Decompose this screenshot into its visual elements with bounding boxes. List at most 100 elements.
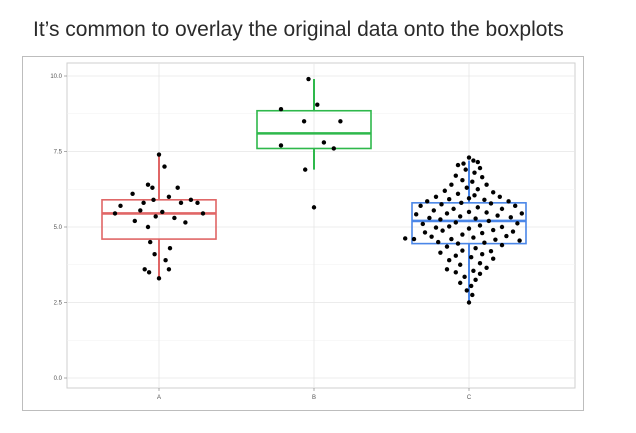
y-tick-label: 2.5: [54, 301, 63, 307]
data-point: [477, 165, 483, 171]
grid-lines: [67, 63, 575, 388]
data-points: [112, 76, 524, 305]
data-point: [425, 199, 430, 204]
data-point: [188, 197, 194, 203]
data-point: [431, 208, 436, 213]
data-point: [462, 274, 467, 280]
data-point: [486, 218, 491, 224]
data-point: [439, 202, 444, 207]
data-point: [429, 234, 434, 239]
data-point: [475, 205, 480, 210]
data-point: [473, 277, 478, 283]
data-point: [444, 211, 450, 216]
data-point: [513, 203, 518, 209]
data-point: [495, 213, 500, 218]
data-point: [510, 229, 516, 234]
plot-panel: [66, 62, 576, 389]
data-point: [172, 215, 177, 221]
y-axis-ticks: 0.0 2.5 5.0 7.5 10.0: [50, 74, 67, 382]
data-point: [477, 261, 483, 266]
x-tick-label: C: [467, 395, 472, 401]
data-point: [482, 197, 487, 203]
data-point: [449, 182, 454, 187]
data-point: [301, 119, 307, 124]
data-point: [484, 182, 489, 187]
data-point: [470, 179, 475, 184]
data-point: [480, 174, 485, 180]
y-tick-label: 10.0: [50, 74, 62, 80]
data-point: [464, 288, 469, 293]
data-point: [482, 240, 487, 245]
data-point: [112, 211, 118, 216]
data-point: [138, 208, 143, 213]
data-point: [506, 199, 511, 204]
data-point: [321, 140, 327, 145]
data-point: [455, 241, 461, 246]
data-point: [453, 173, 458, 178]
data-point: [477, 223, 483, 228]
data-point: [458, 262, 463, 267]
data-point: [455, 191, 461, 196]
data-point: [447, 258, 452, 263]
x-axis-ticks: A B C: [157, 388, 472, 401]
data-point: [160, 209, 165, 215]
data-point: [451, 206, 456, 212]
y-tick-label: 5.0: [54, 225, 63, 231]
data-point: [491, 256, 496, 261]
data-point: [484, 210, 489, 215]
data-point: [162, 164, 167, 169]
data-point: [132, 218, 137, 224]
data-point: [471, 268, 476, 273]
data-point: [403, 236, 408, 241]
data-point: [142, 267, 147, 272]
y-tick-label: 0.0: [54, 376, 63, 382]
data-point: [447, 197, 452, 202]
data-point: [515, 221, 520, 226]
data-point: [141, 200, 146, 206]
data-point: [178, 200, 184, 206]
data-point: [491, 227, 496, 233]
box-c: [411, 160, 527, 303]
data-point: [130, 191, 135, 196]
data-point: [278, 143, 284, 148]
x-tick-label: B: [312, 395, 316, 401]
data-point: [499, 206, 505, 212]
data-point: [480, 251, 485, 257]
data-point: [166, 267, 172, 272]
data-point: [464, 185, 469, 190]
data-point: [420, 221, 425, 227]
data-point: [148, 239, 153, 245]
data-point: [436, 239, 441, 245]
data-point: [480, 230, 485, 236]
data-point: [517, 238, 522, 243]
data-point: [460, 177, 465, 183]
data-point: [466, 196, 472, 201]
data-point: [475, 187, 480, 192]
data-point: [466, 300, 472, 305]
data-point: [422, 230, 428, 235]
data-point: [491, 190, 496, 195]
data-point: [442, 188, 447, 193]
data-point: [118, 203, 123, 209]
data-point: [466, 209, 472, 215]
chart-frame: 0.0 2.5 5.0 7.5 10.0 A B C: [22, 56, 584, 411]
data-point: [447, 224, 452, 229]
data-point: [166, 194, 172, 199]
data-point: [331, 146, 336, 151]
data-point: [460, 232, 465, 237]
data-point: [471, 235, 476, 240]
data-point: [153, 214, 158, 219]
data-point: [508, 215, 513, 220]
data-point: [466, 155, 472, 160]
data-point: [472, 193, 477, 198]
data-point: [438, 217, 443, 222]
data-point: [167, 245, 173, 251]
data-point: [455, 162, 461, 168]
data-point: [151, 197, 156, 203]
data-point: [195, 200, 200, 206]
data-point: [461, 161, 466, 166]
data-point: [433, 225, 439, 230]
box-a: [101, 154, 217, 279]
data-point: [475, 159, 480, 165]
data-point: [497, 194, 502, 199]
